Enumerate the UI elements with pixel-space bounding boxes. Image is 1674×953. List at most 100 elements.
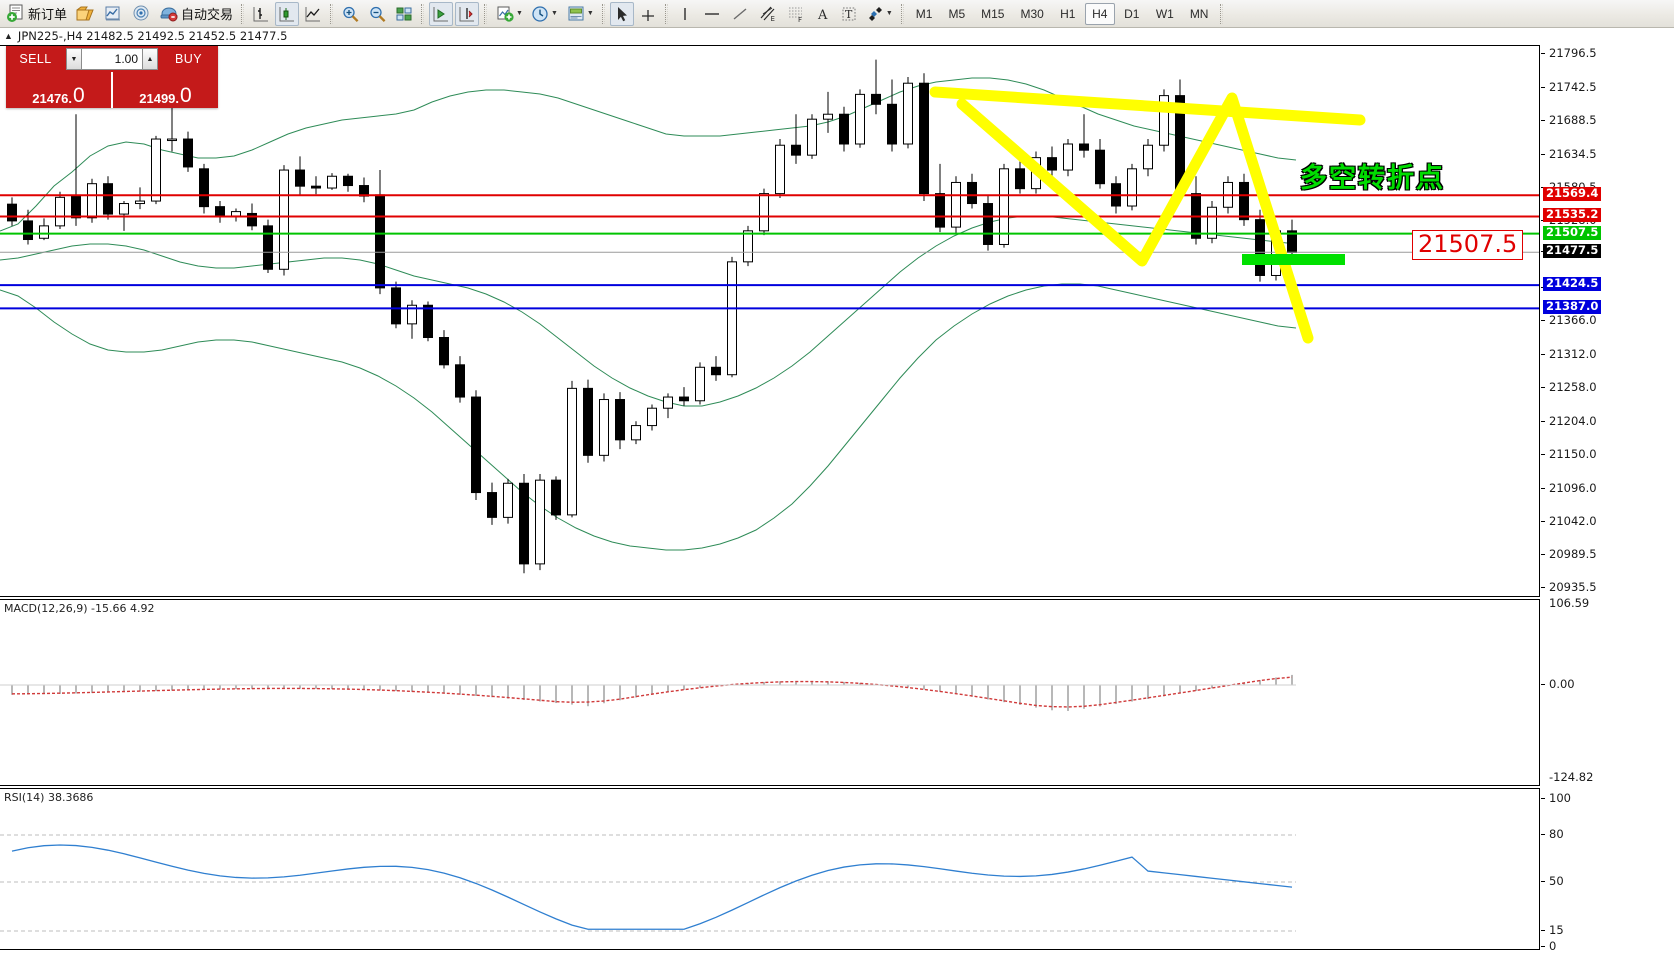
price-tick-mark	[1541, 387, 1545, 389]
sell-price-button[interactable]: 21476 . 0	[6, 72, 111, 108]
collapse-triangle-icon[interactable]: ▲	[4, 30, 13, 41]
buy-price-fraction: 0	[180, 84, 192, 108]
chevron-down-icon[interactable]: ▼	[586, 10, 594, 17]
timeframe-m15[interactable]: M15	[981, 6, 1005, 21]
price-tick-mark	[1541, 53, 1545, 55]
price-level-badge[interactable]: 21535.2	[1543, 208, 1602, 223]
crosshair-icon[interactable]	[636, 2, 660, 26]
timeframe-h1[interactable]: H1	[1060, 6, 1076, 21]
price-tick-label: 21742.5	[1549, 79, 1597, 94]
arrows-shapes-icon[interactable]: ▼	[863, 2, 896, 26]
price-pane[interactable]	[0, 45, 1540, 597]
price-tick-label: 21042.0	[1549, 514, 1597, 529]
chart-symbol-header: ▲ JPN225-,H4 21482.5 21492.5 21452.5 214…	[0, 28, 287, 44]
manual-drawings	[929, 86, 1366, 344]
time-scale[interactable]: 10 Jul 201911 Jul 00:0011 Jul 18:5512 Ju…	[0, 950, 1674, 953]
buy-button[interactable]: BUY	[159, 46, 218, 72]
timeframe-mn[interactable]: MN	[1189, 6, 1209, 21]
volume-input[interactable]: 1.00	[82, 48, 142, 70]
bollinger-bands	[0, 77, 1297, 551]
price-tick-label: 21366.0	[1549, 313, 1597, 328]
chevron-down-icon[interactable]: ▼	[885, 10, 893, 17]
tile-windows-icon[interactable]	[392, 2, 416, 26]
rsi-tick-label: 15	[1549, 923, 1564, 937]
new-order-button[interactable]: 新订单	[3, 2, 70, 26]
fibonacci-icon[interactable]: F	[783, 2, 809, 26]
price-level-lines	[0, 194, 1539, 310]
price-tick-label: 21312.0	[1549, 346, 1597, 361]
cursor-arrow-icon[interactable]	[609, 1, 634, 26]
timeframe-m30[interactable]: M30	[1020, 6, 1044, 21]
chart-shift-icon[interactable]	[429, 1, 454, 26]
sell-price-dot: .	[68, 91, 73, 106]
price-tick-mark	[1541, 153, 1545, 155]
price-level-badge[interactable]: 21477.5	[1543, 244, 1602, 259]
buy-price-dot: .	[175, 91, 180, 106]
zoom-in-icon[interactable]	[338, 2, 363, 26]
price-tick-mark	[1541, 320, 1545, 322]
rsi-line	[11, 844, 1293, 930]
macd-tick-label: 106.59	[1549, 596, 1590, 610]
price-level-badge[interactable]: 21387.0	[1543, 300, 1602, 315]
sell-price-integer: 21476	[32, 91, 69, 106]
timeframe-m5[interactable]: M5	[948, 6, 966, 21]
price-scale[interactable]: 21796.521742.521688.521634.521580.521528…	[1541, 45, 1674, 953]
price-tick-mark	[1541, 420, 1545, 422]
line-chart-icon[interactable]	[301, 2, 325, 26]
buy-price-button[interactable]: 21499 . 0	[113, 72, 218, 108]
volume-increase-button[interactable]: ▲	[142, 48, 158, 70]
volume-stepper[interactable]: ▼ 1.00 ▲	[65, 46, 159, 72]
price-level-badge[interactable]: 21569.4	[1543, 187, 1602, 202]
text-box-icon[interactable]: T	[837, 2, 861, 26]
rsi-pane[interactable]: RSI(14) 38.3686	[0, 788, 1540, 950]
market-watch-icon[interactable]	[100, 2, 126, 26]
data-folder-icon[interactable]	[72, 2, 98, 26]
volume-decrease-button[interactable]: ▼	[66, 48, 82, 70]
rsi-chart-svg	[0, 834, 1296, 932]
sell-button[interactable]: SELL	[6, 46, 65, 72]
templates-icon[interactable]: ▼	[563, 2, 597, 26]
price-level-badge[interactable]: 21507.5	[1543, 225, 1602, 240]
oct-top-row: SELL ▼ 1.00 ▲ BUY	[6, 46, 218, 72]
vertical-line-icon[interactable]	[673, 2, 697, 26]
price-tick-label: 21258.0	[1549, 380, 1597, 395]
timeframe-w1[interactable]: W1	[1155, 6, 1174, 21]
price-tick-mark	[1541, 120, 1545, 122]
timeframe-group: M1 M5 M15 M30 H1 H4 D1 W1 MN	[908, 2, 1217, 25]
macd-histogram	[11, 674, 1293, 711]
horizontal-line-icon[interactable]	[699, 2, 725, 26]
trendline-icon[interactable]	[727, 2, 753, 26]
macd-pane[interactable]: MACD(12,26,9) -15.66 4.92	[0, 599, 1540, 786]
price-tick-mark	[1541, 553, 1545, 555]
toolbar-separator	[1220, 3, 1224, 24]
macd-tick-label: -124.82	[1549, 770, 1594, 784]
chevron-down-icon[interactable]: ▼	[550, 10, 558, 17]
chevron-down-icon[interactable]: ▼	[516, 10, 523, 17]
sell-price-fraction: 0	[73, 84, 85, 108]
candlestick-chart-icon[interactable]	[275, 1, 300, 26]
price-callout-label[interactable]: 21507.5	[1412, 230, 1524, 260]
chart-area[interactable]: ▲ JPN225-,H4 21482.5 21492.5 21452.5 214…	[0, 28, 1674, 953]
period-clock-icon[interactable]: ▼	[528, 2, 561, 26]
timeframe-h4[interactable]: H4	[1084, 2, 1115, 25]
timeframe-m1[interactable]: M1	[915, 6, 933, 21]
toolbar-separator	[421, 3, 425, 24]
rsi-tick-label: 50	[1549, 874, 1564, 888]
equidistant-channel-icon[interactable]: E	[755, 2, 781, 26]
rsi-tick-mark	[1541, 798, 1545, 799]
bar-chart-icon[interactable]	[249, 2, 273, 26]
price-tick-mark	[1541, 454, 1545, 456]
macd-signal-line	[11, 676, 1293, 708]
text-label-icon[interactable]: A	[811, 2, 835, 26]
one-click-trading-panel[interactable]: SELL ▼ 1.00 ▲ BUY 21476 . 0 21499 . 0	[6, 46, 218, 108]
svg-text:A: A	[817, 8, 828, 23]
navigator-icon[interactable]	[128, 2, 154, 26]
autotrading-button[interactable]: 自动交易	[156, 2, 236, 26]
zoom-out-icon[interactable]	[365, 2, 390, 26]
chart-autoscroll-icon[interactable]	[455, 1, 480, 26]
price-tick-mark	[1541, 521, 1545, 523]
symbol-ohlc-text: JPN225-,H4 21482.5 21492.5 21452.5 21477…	[17, 29, 288, 43]
price-level-badge[interactable]: 21424.5	[1543, 277, 1602, 292]
add-indicator-icon[interactable]: ▼	[492, 2, 526, 26]
timeframe-d1[interactable]: D1	[1124, 6, 1140, 21]
